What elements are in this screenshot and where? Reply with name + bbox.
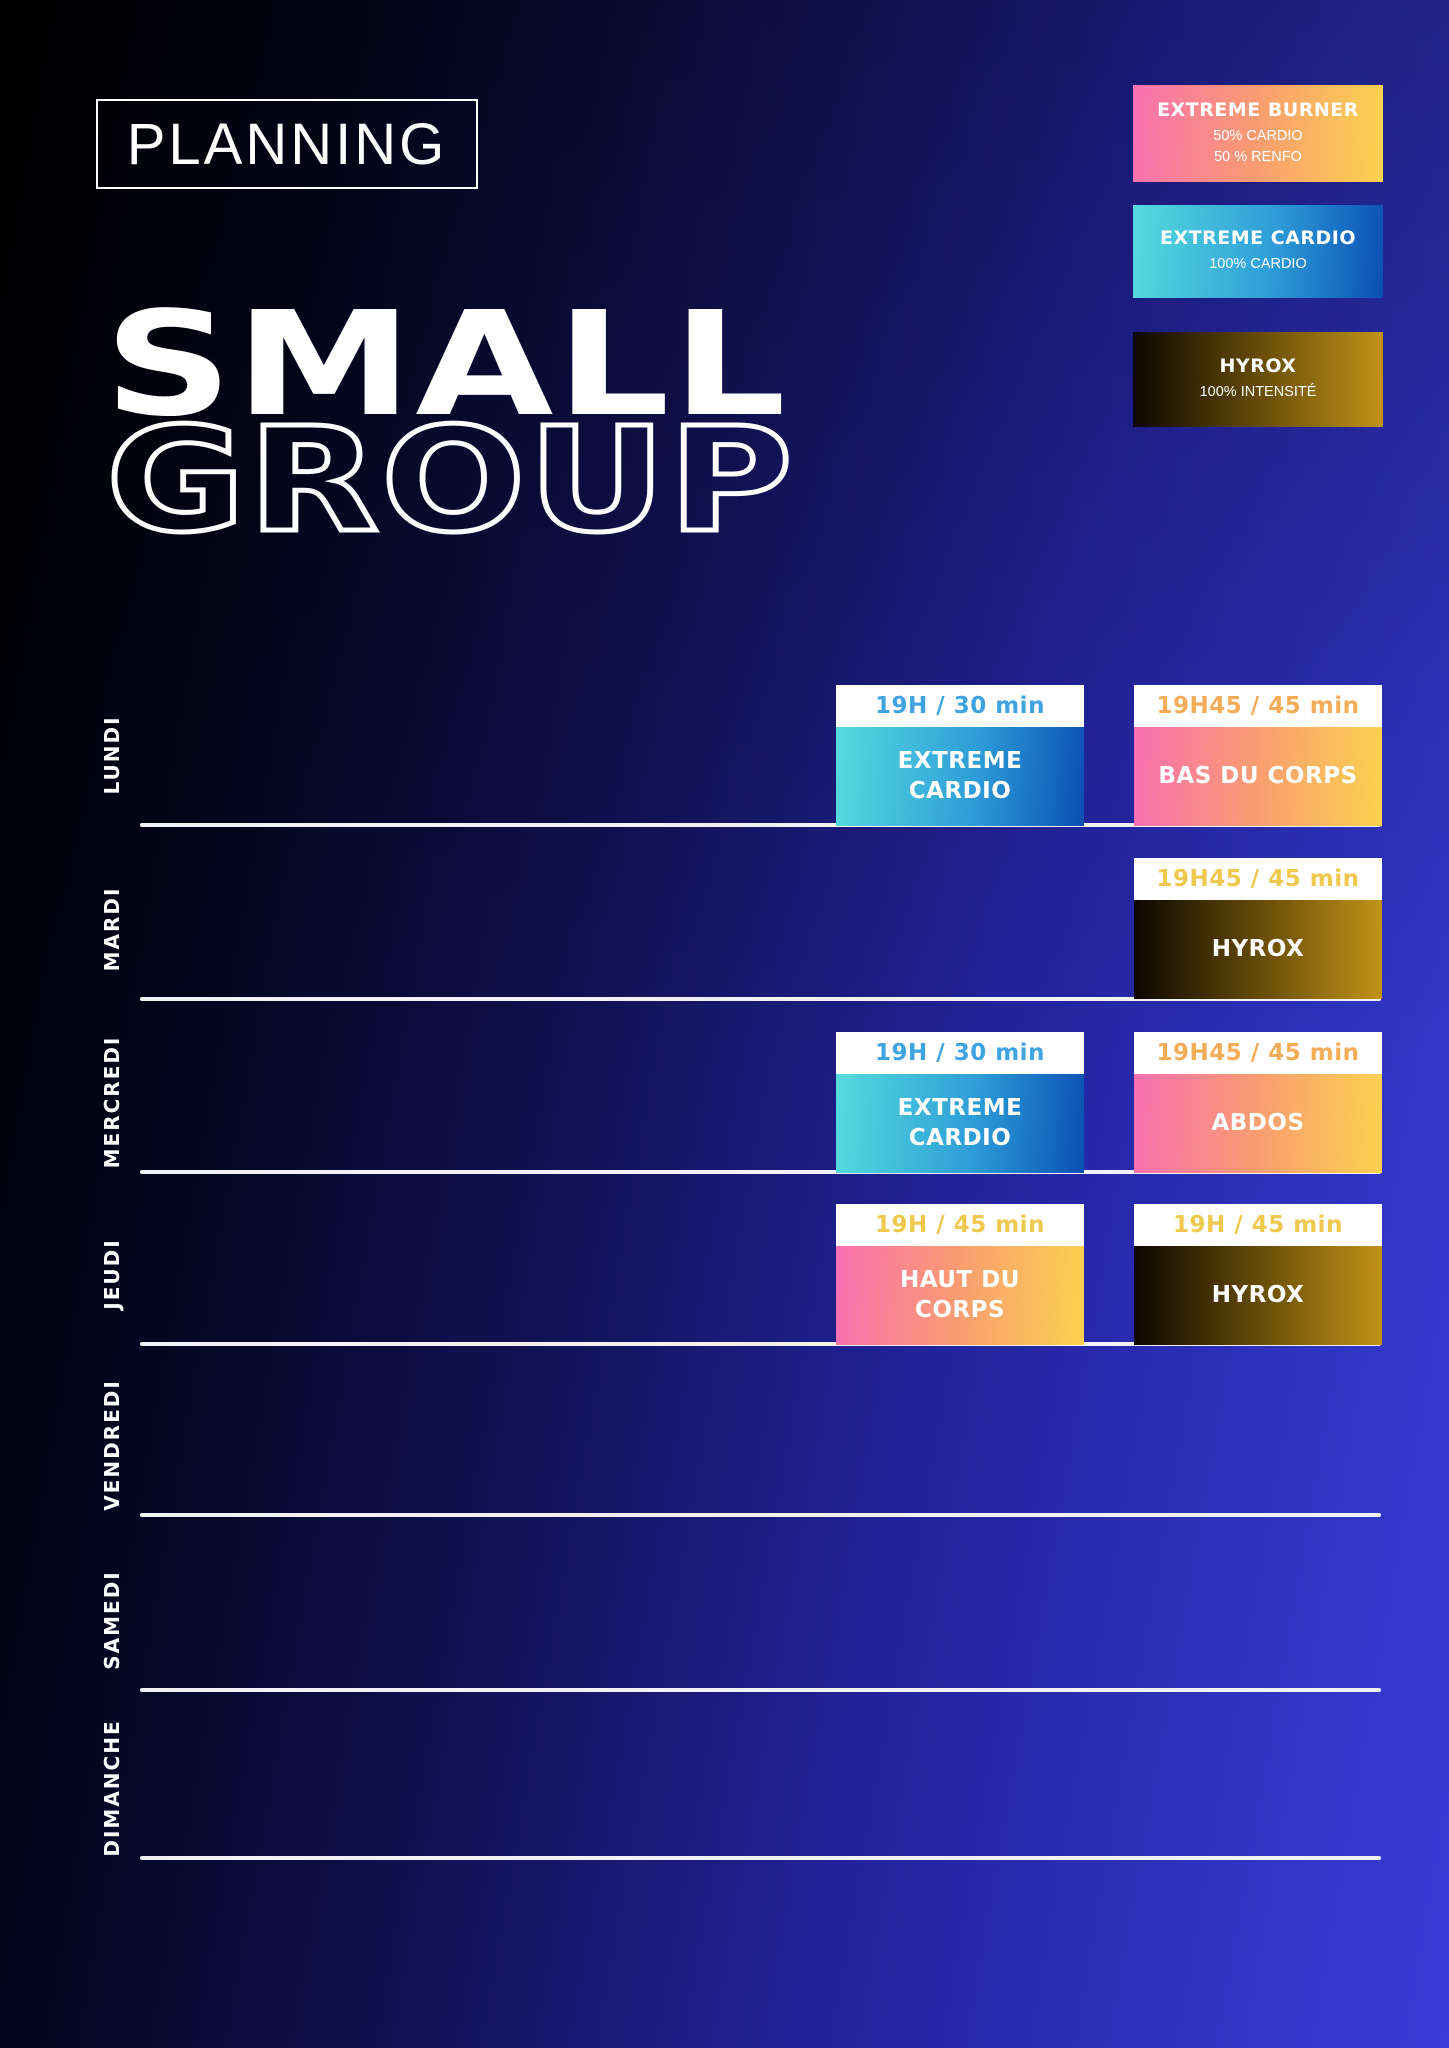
session-time: 19H45 / 45 min <box>1134 685 1382 727</box>
legend-detail-line: 50% CARDIO <box>1213 127 1303 144</box>
day-label-samedi: SAMEDI <box>100 1570 124 1670</box>
day-label-vendredi: VENDREDI <box>100 1379 124 1511</box>
legend-title: HYROX <box>1219 355 1297 378</box>
session-label: EXTREME CARDIO <box>836 1074 1084 1173</box>
day-divider-line <box>140 823 1381 827</box>
day-divider-line <box>140 1170 1381 1174</box>
session-card-jeudi-hyrox: 19H / 45 min HYROX <box>1134 1204 1382 1345</box>
session-label: ABDOS <box>1134 1074 1382 1173</box>
planning-badge: PLANNING <box>96 99 478 189</box>
session-label: HYROX <box>1134 900 1382 999</box>
legend-detail: 100% INTENSITÉ <box>1199 384 1317 401</box>
day-label-lundi: LUNDI <box>100 715 124 795</box>
day-label-mercredi: MERCREDI <box>100 1035 124 1169</box>
session-time: 19H45 / 45 min <box>1134 1032 1382 1074</box>
legend-detail: 50% CARDIO 50 % RENFO <box>1213 126 1302 168</box>
session-time: 19H / 45 min <box>1134 1204 1382 1246</box>
legend-card-hyrox: HYROX 100% INTENSITÉ <box>1133 332 1383 427</box>
day-divider-line <box>140 1513 1381 1517</box>
legend-detail: 100% CARDIO <box>1209 256 1307 273</box>
poster-title-small: SMALL <box>104 280 789 448</box>
day-divider-line <box>140 1342 1381 1346</box>
day-divider-line <box>140 1856 1381 1860</box>
session-card-jeudi-haut-du-corps: 19H / 45 min HAUT DU CORPS <box>836 1204 1084 1345</box>
legend-title: EXTREME CARDIO <box>1160 227 1356 250</box>
session-card-lundi-extreme-cardio: 19H / 30 min EXTREME CARDIO <box>836 685 1084 826</box>
day-divider-line <box>140 1688 1381 1692</box>
day-label-dimanche: DIMANCHE <box>100 1719 124 1857</box>
session-label: BAS DU CORPS <box>1134 727 1382 826</box>
poster-title-group: GROUP <box>103 396 796 564</box>
session-time: 19H45 / 45 min <box>1134 858 1382 900</box>
session-card-mardi-hyrox: 19H45 / 45 min HYROX <box>1134 858 1382 999</box>
day-label-mardi: MARDI <box>100 886 124 972</box>
session-card-mercredi-extreme-cardio: 19H / 30 min EXTREME CARDIO <box>836 1032 1084 1173</box>
session-card-mercredi-abdos: 19H45 / 45 min ABDOS <box>1134 1032 1382 1173</box>
legend-detail-line: 50 % RENFO <box>1214 149 1302 165</box>
session-card-lundi-bas-du-corps: 19H45 / 45 min BAS DU CORPS <box>1134 685 1382 826</box>
legend-card-extreme-burner: EXTREME BURNER 50% CARDIO 50 % RENFO <box>1133 85 1383 182</box>
day-divider-line <box>140 997 1381 1001</box>
session-time: 19H / 45 min <box>836 1204 1084 1246</box>
session-time: 19H / 30 min <box>836 1032 1084 1074</box>
session-time: 19H / 30 min <box>836 685 1084 727</box>
session-label: HAUT DU CORPS <box>836 1246 1084 1345</box>
legend-title: EXTREME BURNER <box>1157 98 1359 121</box>
day-label-jeudi: JEUDI <box>100 1238 124 1310</box>
session-label: HYROX <box>1134 1246 1382 1345</box>
session-label: EXTREME CARDIO <box>836 727 1084 826</box>
planning-badge-label: PLANNING <box>126 111 448 177</box>
legend-card-extreme-cardio: EXTREME CARDIO 100% CARDIO <box>1133 205 1383 298</box>
